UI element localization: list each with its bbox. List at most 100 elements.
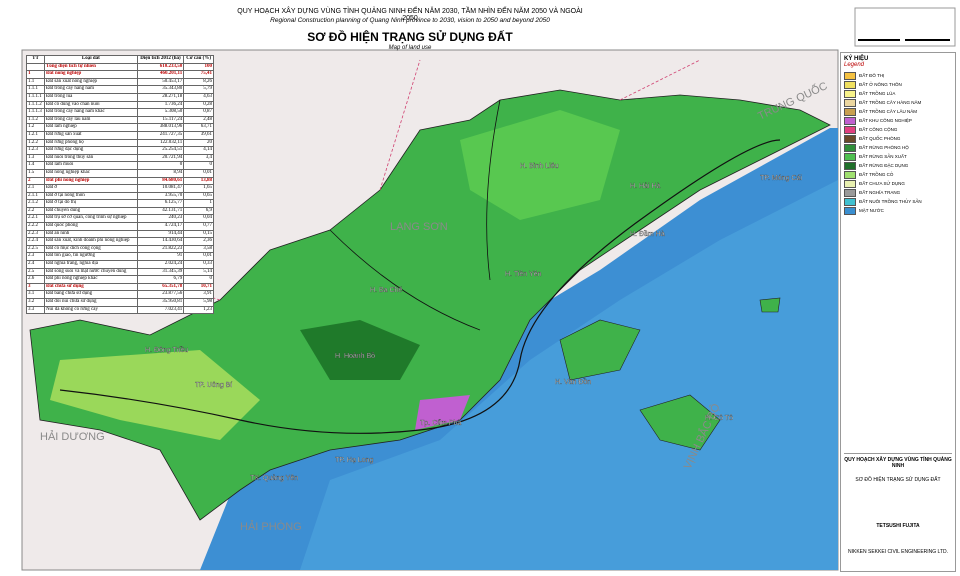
table-cell: 2.6 [26, 275, 45, 284]
table-cell: 91 [136, 252, 185, 262]
table-cell: 1 [26, 70, 45, 79]
table-cell: 1.1.2 [26, 115, 45, 125]
table-cell: 1.1.1.1 [26, 92, 45, 102]
table-row: 3.2 Đất đồi núi chưa sử dụng 35.950,81 5,98 [26, 298, 214, 307]
place-label: TP. Uông Bí [195, 382, 232, 389]
table-cell: 75,41 [183, 70, 214, 79]
table-cell: 0,87 [183, 108, 214, 117]
table-row: 1.1.1.3 Đất trồng cây hàng năm khác 5.308,… [26, 108, 214, 117]
legend-label: ĐẤT TRỒNG CÂY LÂU NĂM [859, 109, 918, 114]
table-cell: 4.724,17 [136, 222, 185, 231]
legend-label: ĐẤT Ở NÔNG THÔN [859, 82, 902, 87]
table-cell: Đất nuôi trồng thủy sản [43, 153, 138, 163]
place-label: H. Cô Tô [705, 415, 733, 422]
table-cell: 914,44 [136, 229, 185, 239]
legend-label: ĐẤT ĐÔ THỊ [859, 73, 885, 78]
table-cell: 1.5 [26, 168, 45, 178]
table-cell: 1.1.1.2 [26, 100, 45, 110]
region-label: HẢI PHÒNG [240, 520, 302, 533]
table-cell: Đất trồng cây hàng năm [43, 85, 138, 94]
table-cell: 63,71 [183, 123, 214, 132]
table-cell: 5,79 [183, 85, 214, 94]
table-row: 1.2.1 Đất rừng sản xuất 241.727,35 39,61 [26, 130, 214, 140]
table-row: 1.3 Đất nuôi trồng thủy sản 20.721,94 3,4 [26, 153, 214, 163]
table-cell: 31.345,39 [136, 267, 185, 277]
table-row: 2.2.2 Đất quốc phòng 4.724,17 0,77 [26, 222, 214, 231]
legend-label: ĐẤT QUỐC PHÒNG [859, 136, 901, 141]
forest-area [460, 110, 620, 220]
table-row: 1.2.3 Đất rừng đặc dụng 25.254,51 4,14 [26, 146, 214, 155]
table-row: 2 Đất phi nông nghiệp 84.680,61 13,88 [26, 176, 214, 186]
table-cell: Đất ở tại nông thôn [43, 191, 138, 201]
legend: KÝ HIỆU Legend ĐẤT ĐÔ THỊ ĐẤT Ở NÔNG THÔN… [840, 52, 956, 572]
table-cell: 0,01 [183, 252, 214, 262]
legend-item: MẶT NƯỚC [841, 206, 955, 215]
table-cell: 14.430,64 [136, 237, 185, 246]
table-row: 2.1.2 Đất ở tại đô thị 6.125,77 1 [26, 199, 214, 208]
legend-swatch [844, 179, 856, 188]
table-cell: 610.233,50 [136, 62, 185, 72]
table-cell: 23.877,56 [136, 290, 185, 299]
legend-swatch [844, 152, 856, 161]
legend-item: ĐẤT CHƯA SỬ DỤNG [841, 179, 955, 188]
table-row: 1.1.1.2 Đất cỏ dùng vào chăn nuôi 1.736,24… [26, 100, 214, 110]
table-row: 2.2.5 Đất có mục đích công cộng 21.822,23 3… [26, 244, 214, 254]
table-cell: Núi đá không có rừng cây [43, 305, 138, 315]
table-cell: Đất sản xuất, kinh doanh phi nông nghiệp [43, 237, 138, 246]
table-cell: Đất ở tại đô thị [43, 199, 138, 208]
table-cell: 13,88 [183, 176, 214, 186]
table-cell: 5,14 [183, 267, 214, 277]
table-cell: 50.453,17 [136, 77, 185, 87]
legend-label: ĐẤT TRỒNG CỎ [859, 172, 894, 177]
signer: TETSUSHI FUJITA [876, 523, 920, 529]
table-cell: Đất trồng cây lâu năm [43, 115, 138, 125]
table-cell: 0,04 [183, 214, 214, 224]
legend-swatch [844, 170, 856, 179]
table-cell: 0 [183, 275, 214, 284]
table-cell: 2.2.1 [26, 214, 45, 224]
place-label: Tp. Cẩm Phả [420, 419, 461, 427]
column-header: Loại đất [43, 55, 138, 64]
table-cell: 2.1.1 [26, 191, 45, 201]
legend-swatch [844, 89, 856, 98]
table-cell: Đất bằng chưa sử dụng [43, 290, 138, 299]
table-cell: Đất quốc phòng [43, 222, 138, 231]
table-row: 1.2 Đất lâm nghiệp 388.013,96 63,71 [26, 123, 214, 132]
table-cell: 39,61 [183, 130, 214, 140]
legend-swatch [844, 116, 856, 125]
table-cell: 20 [183, 138, 214, 148]
industrial-area [415, 395, 470, 430]
table-cell: 1.2 [26, 123, 45, 132]
table-row: 3.3 Núi đá không có rừng cây 7.023,41 1,23 [26, 305, 214, 315]
table-cell: 6,79 [136, 275, 185, 284]
legend-label: ĐẤT TRỒNG LÚA [859, 91, 896, 96]
table-cell: 388.013,96 [136, 123, 185, 132]
table-row: 2.5 Đất sông suối và mặt nước chuyên dùng… [26, 267, 214, 277]
legend-subtitle: Legend [844, 62, 865, 68]
land-use-table: TT Loại đất Diện tích 2012 (ha) Cơ cấu (%) T… [26, 55, 214, 315]
legend-item: ĐẤT TRỒNG CỎ [841, 170, 955, 179]
road [329, 99, 501, 331]
table-cell: 240,23 [136, 214, 185, 224]
table-row: 2.1 Đất ở 10.081,47 1,65 [26, 184, 214, 193]
place-label: H. Tiên Yên [505, 271, 542, 278]
table-cell: 1.4 [26, 161, 45, 170]
table-cell: 28.271,18 [136, 92, 185, 102]
legend-item: ĐẤT QUỐC PHÒNG [841, 134, 955, 143]
table-cell: Đất rừng phòng hộ [43, 138, 138, 148]
table-cell: 122.032,11 [136, 138, 185, 148]
table-cell: 3.955,70 [136, 191, 185, 201]
place-label: H. Hải Hà [630, 183, 660, 190]
legend-label: ĐẤT RỪNG ĐẶC DỤNG [859, 163, 909, 168]
table-cell: 1.2.3 [26, 146, 45, 155]
legend-label: ĐẤT NGHĨA TRANG [859, 190, 901, 195]
table-cell: 2.1 [26, 184, 45, 193]
table-cell: 1,23 [183, 305, 214, 315]
table-row: 1.2.2 Đất rừng phòng hộ 122.032,11 20 [26, 138, 214, 148]
table-cell: 42.131,71 [136, 206, 185, 216]
table-cell: Đất đồi núi chưa sử dụng [43, 298, 138, 307]
column-header: TT [26, 55, 45, 64]
legend-item: ĐẤT NGHĨA TRANG [841, 188, 955, 197]
consultant: NIKKEN SEKKEI CIVIL ENGINEERING LTD. [847, 549, 949, 555]
table-row: 1 Đất nông nghiệp 460.201,11 75,41 [26, 70, 214, 79]
